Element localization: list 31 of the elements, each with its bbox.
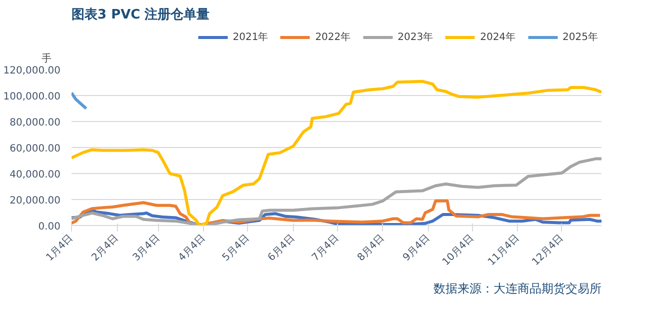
x-tick-label: 8月4日 — [356, 232, 387, 264]
legend-label: 2024年 — [480, 30, 516, 44]
chart-title: 图表3 PVC 注册仓单量 — [72, 6, 210, 22]
x-tick-label: 12月4日 — [530, 232, 566, 268]
legend-label: 2025年 — [562, 30, 598, 44]
line-series — [72, 80, 602, 226]
x-tick-label: 5月4日 — [220, 232, 252, 264]
line-series — [72, 157, 602, 226]
y-tick-label: 0.00 — [38, 222, 60, 232]
y-tick-label: 100,000.00 — [3, 92, 61, 102]
legend-label: 2022年 — [315, 30, 351, 44]
x-tick-label: 6月4日 — [266, 232, 298, 264]
y-axis-title: 手 — [42, 52, 52, 64]
x-tick-label: 11月4日 — [486, 232, 522, 268]
x-tick-label: 10月4日 — [440, 232, 476, 268]
x-tick-label: 1月4日 — [44, 232, 76, 264]
x-tick-label: 9月4日 — [401, 232, 432, 264]
y-tick-label: 60,000.00 — [10, 144, 61, 154]
source-note: 数据来源：大连商品期货交易所 — [434, 282, 602, 296]
legend-label: 2021年 — [232, 30, 268, 44]
x-tick-label: 3月4日 — [131, 232, 162, 264]
y-tick-label: 80,000.00 — [10, 118, 61, 128]
x-tick-label: 4月4日 — [176, 232, 208, 264]
x-tick-label: 2月4日 — [90, 232, 121, 264]
line-series — [72, 91, 88, 110]
y-tick-label: 20,000.00 — [10, 196, 61, 206]
y-tick-label: 40,000.00 — [10, 170, 61, 180]
legend-label: 2023年 — [398, 30, 434, 44]
y-tick-label: 120,000.00 — [3, 66, 61, 76]
x-tick-label: 7月4日 — [310, 232, 342, 264]
line-series — [72, 199, 602, 226]
